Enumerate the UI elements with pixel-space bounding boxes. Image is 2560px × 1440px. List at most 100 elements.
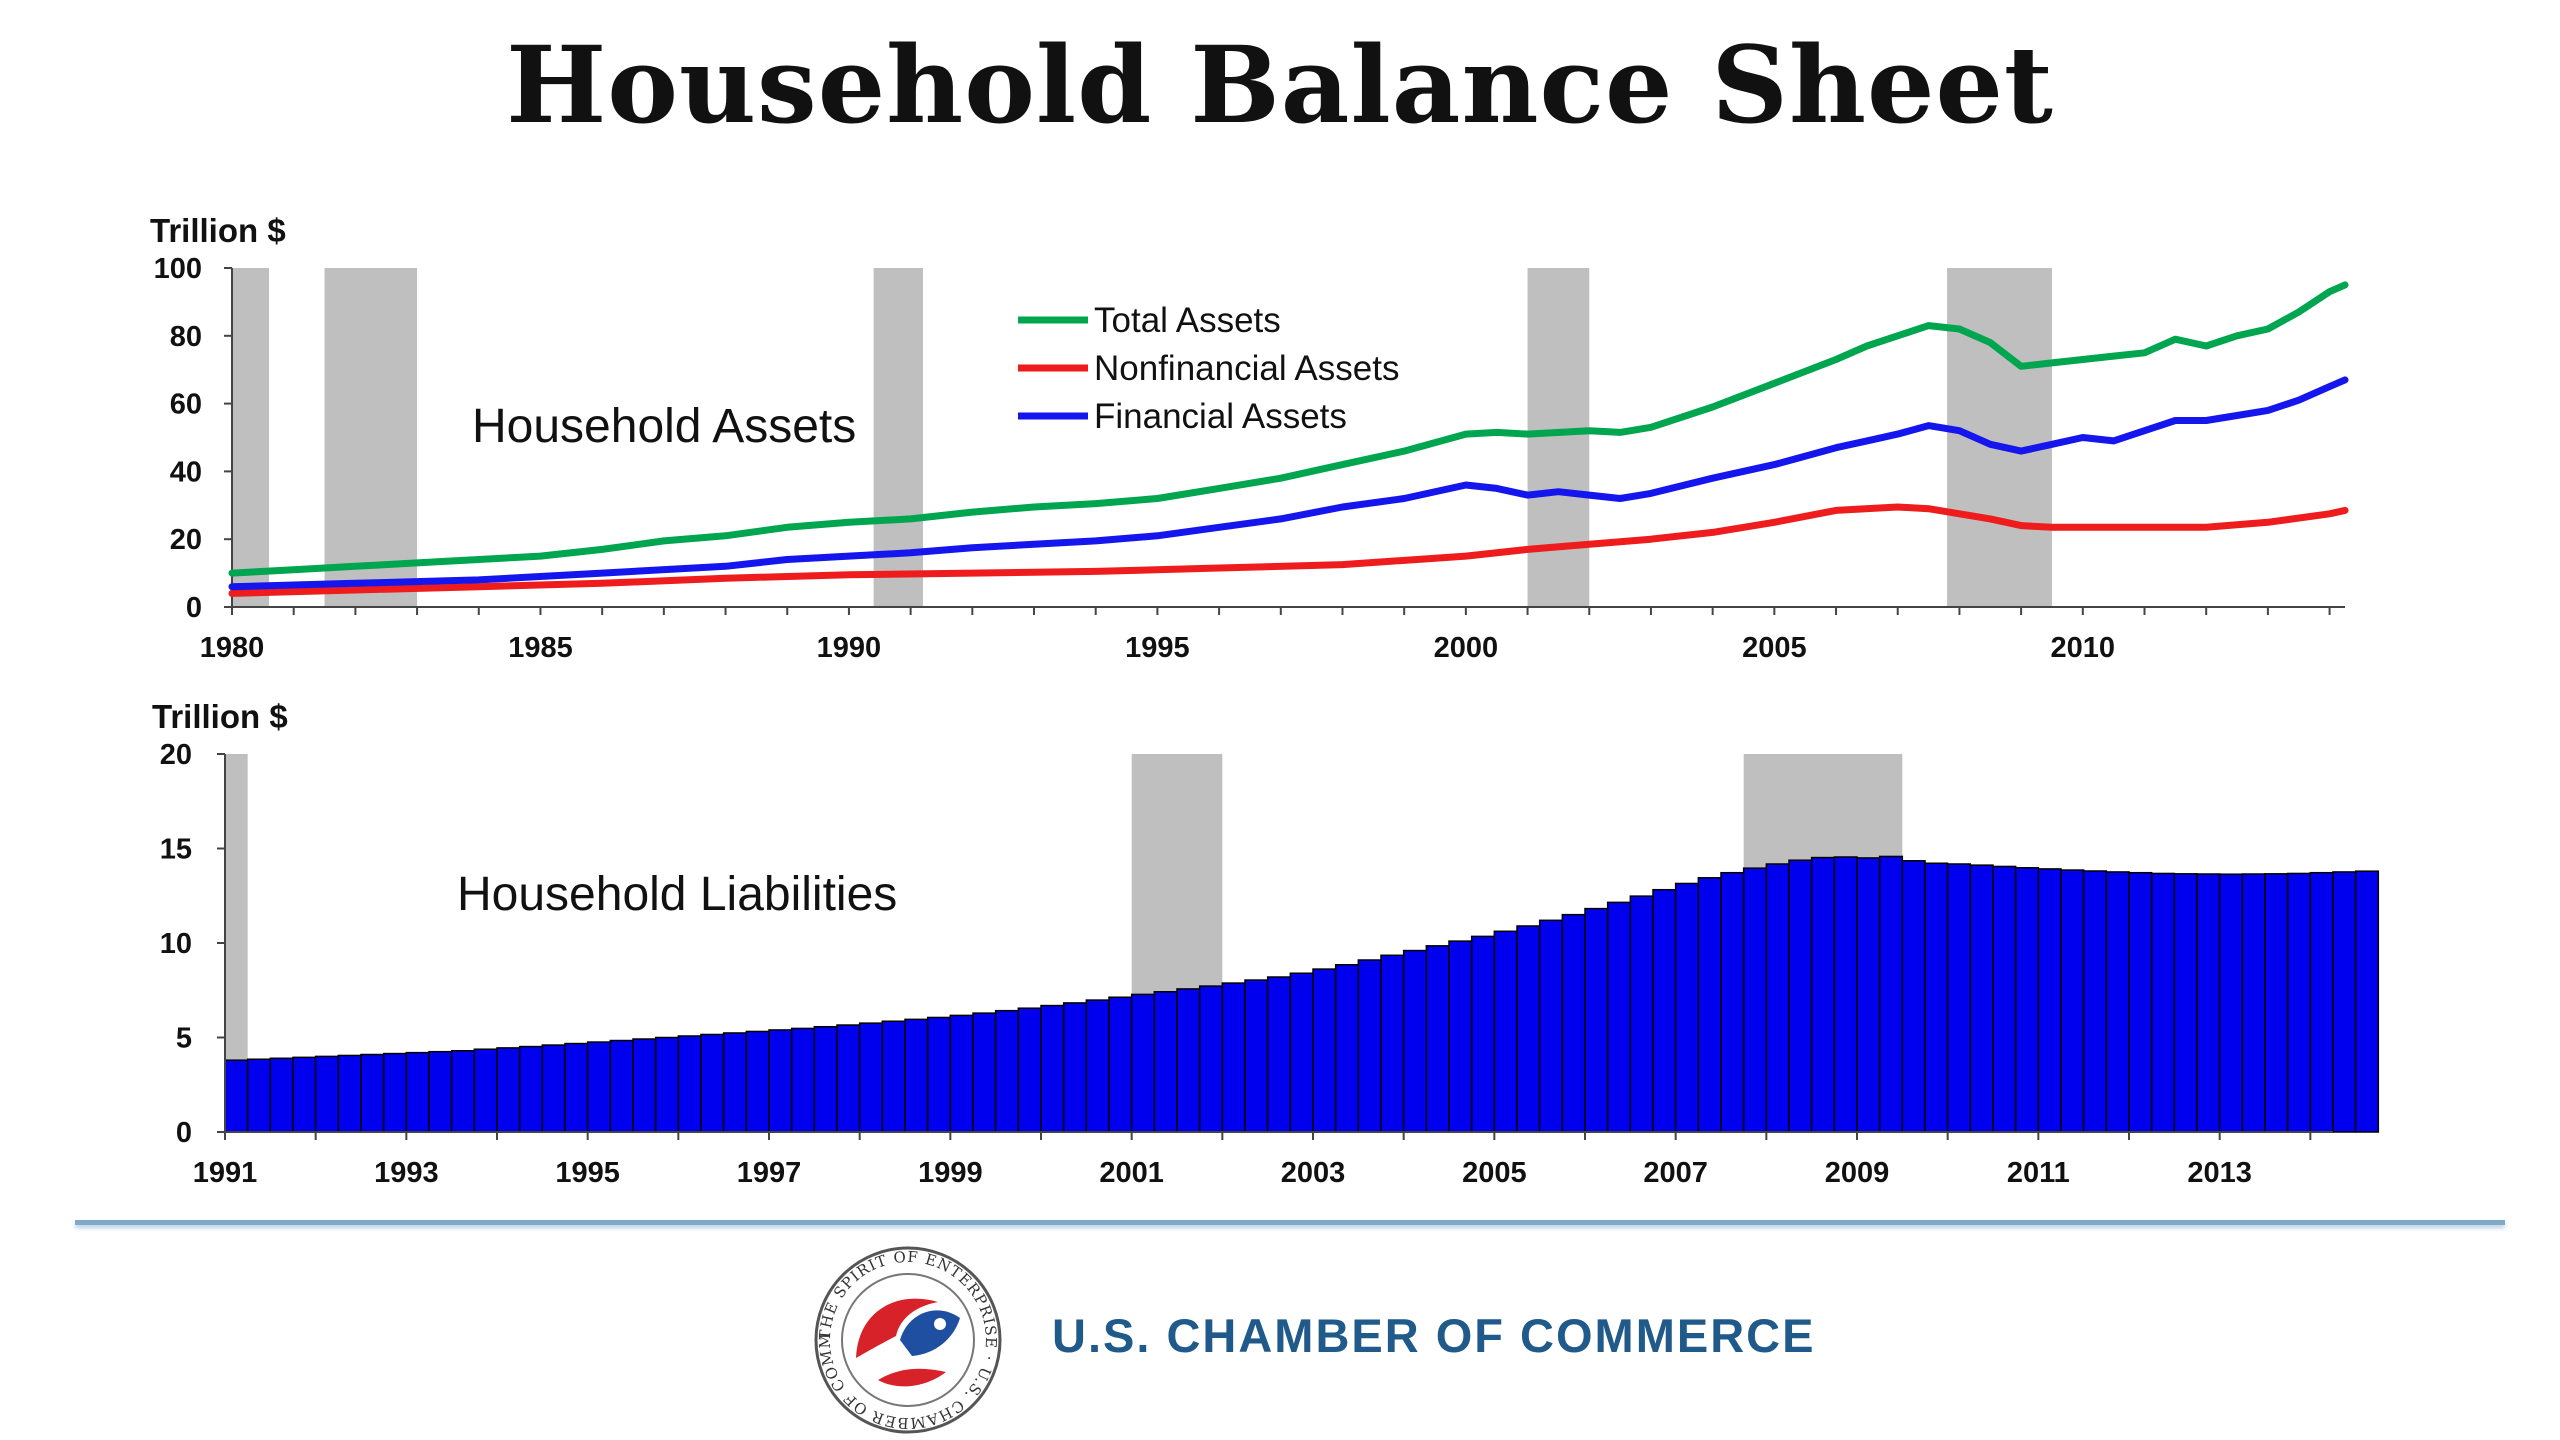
liability-bar: [1674, 882, 1700, 1133]
x-tick-label: 2001: [1099, 1157, 1164, 1189]
recession-band: [232, 268, 270, 607]
liability-bar: [1833, 856, 1858, 1133]
liability-bar: [722, 1032, 748, 1133]
liability-bar: [2241, 873, 2266, 1133]
liability-bar: [745, 1030, 770, 1133]
liability-bar: [1652, 888, 1677, 1133]
y-tick-label: 20: [170, 524, 202, 556]
liability-bar: [1040, 1004, 1065, 1133]
liabilities-axes: 0 5 10 15 20 1991 1993 1995 1997 1999 2001 2003 2005…: [160, 739, 2333, 1189]
liability-bar: [405, 1051, 430, 1133]
liability-bar: [949, 1014, 974, 1133]
liability-bar: [337, 1054, 362, 1133]
liability-bar: [1742, 867, 1768, 1133]
liability-bar: [473, 1048, 498, 1133]
liability-bar: [2218, 873, 2244, 1133]
liability-bar: [813, 1025, 838, 1133]
liabilities-ylabel: Trillion $: [152, 698, 288, 735]
y-tick-label: 0: [186, 592, 202, 624]
x-tick-label: 1985: [508, 632, 573, 664]
y-tick-label: 5: [176, 1023, 192, 1055]
assets-axes: 0 20 40 60 80 100 1980 1985 1990 1995 2000 2005 2010: [154, 253, 2345, 664]
liability-bar: [1312, 968, 1337, 1133]
liability-bar: [1062, 1002, 1088, 1133]
liability-bar: [1470, 935, 1496, 1133]
liability-bar: [2354, 870, 2380, 1133]
x-tick-label: 2007: [1643, 1157, 1708, 1189]
liability-bar: [1516, 925, 1541, 1133]
liability-bar: [2173, 873, 2198, 1133]
liability-bar: [1357, 959, 1382, 1133]
liability-bar: [1584, 907, 1609, 1133]
x-tick-label: 1997: [737, 1157, 802, 1189]
x-tick-label: 2009: [1825, 1157, 1890, 1189]
liability-bar: [1697, 877, 1722, 1133]
liability-bar: [700, 1033, 725, 1133]
x-tick-label: 1999: [918, 1157, 983, 1189]
liability-bar: [1992, 865, 2017, 1133]
x-tick-label: 2005: [1742, 632, 1807, 664]
legend-label: Nonfinancial Assets: [1094, 349, 1399, 388]
liability-bar: [2150, 872, 2176, 1133]
liability-bar: [1108, 996, 1133, 1133]
liability-bar: [2060, 869, 2085, 1133]
liability-bar: [1561, 913, 1586, 1133]
liability-bar: [881, 1020, 906, 1133]
y-tick-label: 40: [170, 456, 202, 488]
liability-bar: [1402, 949, 1428, 1133]
liability-bar: [1901, 860, 1926, 1133]
liability-bar: [904, 1018, 929, 1133]
liability-bar: [1266, 976, 1292, 1133]
liability-bar: [2264, 873, 2289, 1133]
liability-bar: [2128, 871, 2153, 1133]
recession-band: [1527, 268, 1590, 607]
liability-bar: [428, 1050, 453, 1133]
liability-bar: [609, 1039, 634, 1133]
y-tick-label: 15: [160, 834, 192, 866]
liability-bar: [2014, 867, 2040, 1133]
liability-bar: [1720, 871, 1745, 1133]
liability-bar: [292, 1056, 317, 1133]
assets-ylabel: Trillion $: [150, 212, 286, 249]
liability-bar: [677, 1035, 702, 1133]
y-tick-label: 100: [154, 253, 202, 285]
liability-bar: [1198, 985, 1224, 1133]
liability-bar: [1969, 864, 1994, 1133]
x-tick-label: 2010: [2051, 632, 2116, 664]
liability-bar: [836, 1024, 861, 1133]
liability-bar: [1538, 919, 1564, 1133]
liability-bar: [314, 1055, 340, 1133]
liability-bar: [360, 1053, 385, 1133]
x-tick-label: 2003: [1281, 1157, 1346, 1189]
liability-bar: [654, 1036, 680, 1133]
recession-band: [324, 268, 418, 607]
liability-bar: [1448, 940, 1473, 1133]
liability-bar: [1176, 988, 1201, 1133]
x-tick-label: 1995: [1125, 632, 1190, 664]
x-tick-label: 1980: [200, 632, 265, 664]
legend-label: Total Assets: [1094, 301, 1281, 340]
liability-bar: [564, 1042, 589, 1133]
nonfinancial-assets-line: [228, 503, 2349, 597]
liability-bar: [1425, 945, 1450, 1133]
organization-name: U.S. CHAMBER OF COMMERCE: [1052, 1309, 1816, 1362]
x-tick-label: 1995: [555, 1157, 620, 1189]
x-tick-label: 1993: [374, 1157, 439, 1189]
liability-bar: [269, 1057, 294, 1133]
liability-bar: [972, 1012, 997, 1133]
liability-bar: [1788, 859, 1813, 1133]
liability-bar: [496, 1047, 521, 1133]
liability-bar: [1221, 982, 1246, 1133]
liability-bar: [1924, 862, 1949, 1133]
x-tick-label: 1991: [193, 1157, 258, 1189]
assets-chart: Trillion $ 0 20 40 60 80 100 1980 1985 1990 1995 2…: [150, 212, 2349, 664]
liability-bar: [518, 1045, 544, 1133]
liability-bar: [2105, 871, 2130, 1133]
x-tick-label: 1990: [817, 632, 882, 664]
legend-label: Financial Assets: [1094, 397, 1347, 436]
y-tick-label: 60: [170, 389, 202, 421]
liability-bar: [1856, 857, 1881, 1133]
liability-bar: [541, 1044, 566, 1133]
page-title: Household Balance Sheet: [506, 22, 2054, 147]
